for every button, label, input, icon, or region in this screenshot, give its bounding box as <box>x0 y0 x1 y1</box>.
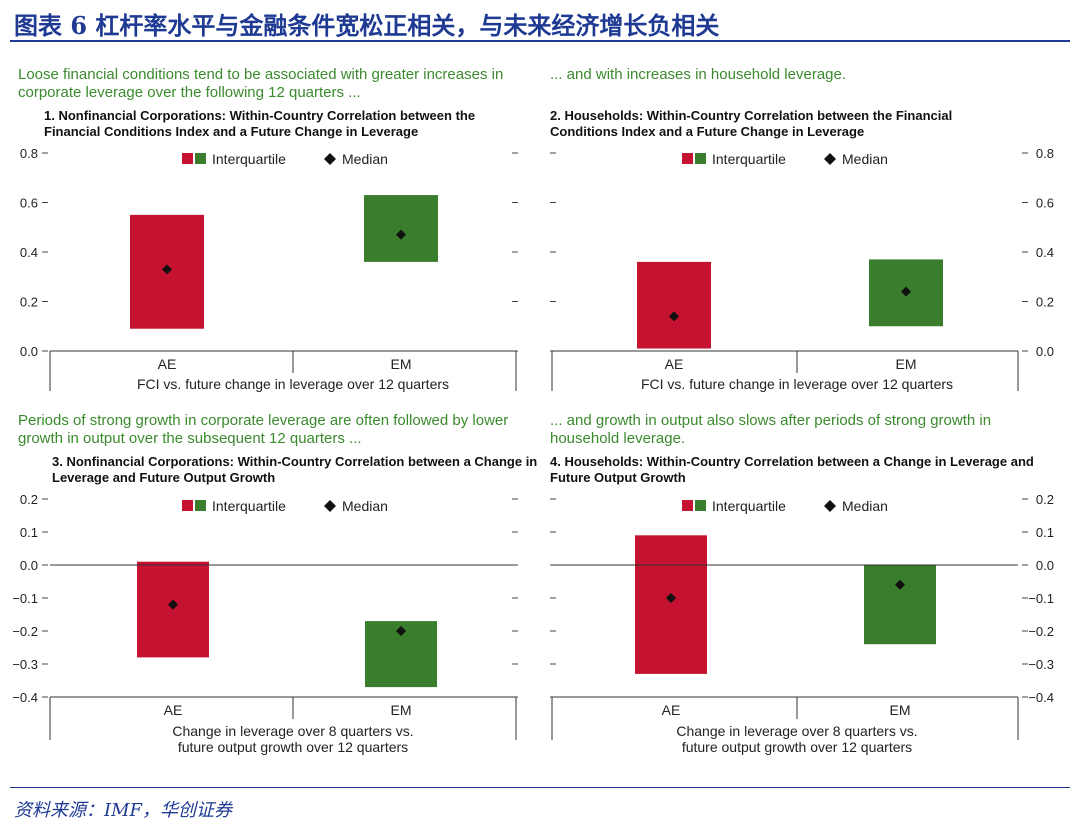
y-tick-label: 0.4 <box>20 245 38 260</box>
x-axis-label-line-1: Change in leverage over 8 quarters vs. <box>172 723 413 739</box>
legend-label-interquartile: Interquartile <box>712 151 786 167</box>
legend-label-interquartile: Interquartile <box>212 498 286 514</box>
x-category-label-ae: AE <box>662 702 681 718</box>
figure-title: 图表 6 杠杆率水平与金融条件宽松正相关，与未来经济增长负相关 <box>14 11 720 40</box>
y-tick-label: 0.2 <box>20 492 38 507</box>
bar-interquartile-ae <box>637 261 711 349</box>
y-tick-label: 0.2 <box>20 295 38 310</box>
x-category-label-ae: AE <box>164 702 183 718</box>
y-tick-label: 0.2 <box>1036 492 1054 507</box>
legend-label-median: Median <box>842 498 888 514</box>
y-tick-label: 0.0 <box>20 558 38 573</box>
y-tick-label: 0.1 <box>20 525 38 540</box>
y-tick-label: 0.0 <box>1036 558 1054 573</box>
panel-1-title: 1. Nonfinancial Corporations: Within-Cou… <box>44 108 476 139</box>
legend-swatch-red <box>682 153 693 164</box>
chart-panel-1: 0.0 0.2 0.4 0.6 0.8 Interquartile Median AE EM FC… <box>20 146 518 392</box>
x-axis-label: FCI vs. future change in leverage over 1… <box>137 376 449 392</box>
y-tick-label: 0.6 <box>1036 196 1054 211</box>
chart-panel-2: 0.0 0.2 0.4 0.6 0.8 Interquartile Median AE EM FC… <box>550 146 1054 392</box>
legend-label-median: Median <box>342 498 388 514</box>
x-axis-label-line-2: future output growth over 12 quarters <box>682 739 912 755</box>
x-category-label-ae: AE <box>158 356 177 372</box>
x-axis-label: FCI vs. future change in leverage over 1… <box>641 376 953 392</box>
panel-1-headline: Loose financial conditions tend to be as… <box>18 66 504 101</box>
chart-panel-4: 0.2 0.1 0.0 −0.1 −0.2 −0.3 −0.4 Interquartile Me… <box>550 492 1054 755</box>
y-tick-label: −0.2 <box>12 624 38 639</box>
x-category-label-em: EM <box>890 702 911 718</box>
y-tick-label: −0.1 <box>12 591 38 606</box>
y-tick-label: −0.4 <box>1028 690 1054 705</box>
legend-swatch-green <box>195 500 206 511</box>
median-marker-ae <box>168 599 178 610</box>
legend-swatch-red <box>182 500 193 511</box>
panel-2-title: 2. Households: Within-Country Correlatio… <box>550 108 953 139</box>
y-tick-label: −0.4 <box>12 690 38 705</box>
y-tick-label: 0.0 <box>1036 344 1054 359</box>
median-marker-ae <box>666 593 676 603</box>
median-marker-ae <box>162 264 172 275</box>
y-tick-label: 0.6 <box>20 196 38 211</box>
chart-panel-3: 0.2 0.1 0.0 −0.1 −0.2 −0.3 −0.4 Interquartile Me… <box>12 492 518 755</box>
legend-label-interquartile: Interquartile <box>712 498 786 514</box>
legend-label-interquartile: Interquartile <box>212 151 286 167</box>
legend-swatch-red <box>182 153 193 164</box>
y-tick-label: 0.2 <box>1036 295 1054 310</box>
panel-3: Periods of strong growth in corporate le… <box>18 412 538 486</box>
source-rule <box>10 787 1070 788</box>
legend-median-marker <box>824 500 836 512</box>
legend-median-marker <box>824 153 836 165</box>
median-marker-em <box>396 229 406 240</box>
y-tick-label: 0.8 <box>1036 146 1054 161</box>
panel-4-title: 4. Households: Within-Country Correlatio… <box>550 454 1034 485</box>
x-axis-label-line-1: Change in leverage over 8 quarters vs. <box>676 723 917 739</box>
y-tick-label: −0.1 <box>1028 591 1054 606</box>
median-marker-ae <box>669 311 679 322</box>
panel-1: Loose financial conditions tend to be as… <box>18 66 538 140</box>
x-category-label-em: EM <box>391 356 412 372</box>
legend-swatch-red <box>682 500 693 511</box>
y-tick-label: 0.4 <box>1036 245 1054 260</box>
y-tick-label: −0.3 <box>1028 657 1054 672</box>
bar-interquartile-em <box>364 195 438 262</box>
legend-swatch-green <box>195 153 206 164</box>
panel-2-headline: ... and with increases in household leve… <box>550 66 847 83</box>
y-tick-label: 0.8 <box>20 146 38 161</box>
panel-3-title: 3. Nonfinancial Corporations: Within-Cou… <box>52 454 538 485</box>
legend-median-marker <box>324 153 336 165</box>
source-note: 资料来源：IMF，华创证券 <box>14 800 233 821</box>
y-tick-label: 0.1 <box>1036 525 1054 540</box>
bar-interquartile-em <box>864 565 936 645</box>
legend-swatch-green <box>695 153 706 164</box>
legend-swatch-green <box>695 500 706 511</box>
x-category-label-em: EM <box>896 356 917 372</box>
legend-label-median: Median <box>342 151 388 167</box>
panel-3-headline: Periods of strong growth in corporate le… <box>18 412 509 447</box>
y-tick-label: 0.0 <box>20 344 38 359</box>
x-category-label-ae: AE <box>665 356 684 372</box>
bar-interquartile-ae <box>635 535 707 674</box>
title-rule <box>10 40 1070 42</box>
legend-median-marker <box>324 500 336 512</box>
x-axis-label-line-2: future output growth over 12 quarters <box>178 739 408 755</box>
median-marker-em <box>396 626 406 636</box>
y-tick-label: −0.3 <box>12 657 38 672</box>
panel-2: ... and with increases in household leve… <box>550 66 1070 140</box>
median-marker-em <box>901 286 911 297</box>
legend-label-median: Median <box>842 151 888 167</box>
panel-4-headline: ... and growth in output also slows afte… <box>550 412 992 447</box>
panel-4: ... and growth in output also slows afte… <box>550 412 1070 486</box>
median-marker-em <box>895 579 905 590</box>
y-tick-label: −0.2 <box>1028 624 1054 639</box>
x-category-label-em: EM <box>391 702 412 718</box>
